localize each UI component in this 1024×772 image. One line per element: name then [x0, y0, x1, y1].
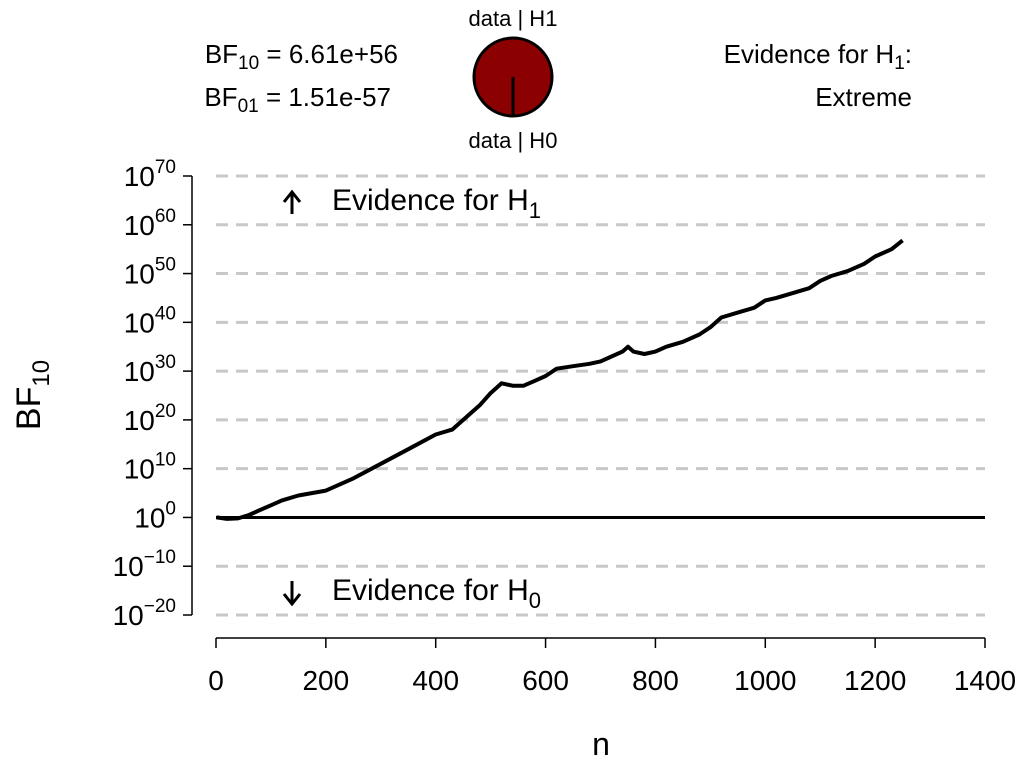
pizza-bottom-label: data | H0 [469, 128, 558, 153]
bf10-label: BF10 = 6.61e+56 [205, 39, 398, 74]
y-axis: 10−20 10−10 100 1010 1020 1030 1040 1050 1060 107… [113, 157, 193, 631]
y-tick-label: 100 [134, 498, 176, 533]
y-tick-label: 1050 [124, 255, 176, 290]
x-tick-label: 0 [208, 665, 224, 696]
pizza-top-label: data | H1 [469, 6, 558, 31]
y-tick-label: 1030 [124, 352, 176, 387]
y-tick-label: 1010 [124, 450, 176, 485]
x-tick-label: 400 [412, 665, 459, 696]
bf01-label: BF01 = 1.51e-57 [204, 82, 391, 117]
y-tick-label: 1020 [124, 401, 176, 436]
x-axis: 0 200 400 600 800 1000 1200 1400 [208, 637, 1016, 696]
y-tick-label: 1070 [124, 157, 176, 192]
y-tick-label: 1040 [124, 303, 176, 338]
y-tick-label: 10−10 [113, 547, 176, 582]
evidence-for-h0-annotation: Evidence for H0 [332, 574, 541, 613]
bf10-series-line [216, 238, 904, 521]
y-axis-title: BF10 [10, 360, 55, 430]
evidence-for-h1-annotation: Evidence for H1 [332, 184, 541, 223]
x-tick-label: 1400 [954, 665, 1016, 696]
arrow-up-icon [282, 189, 302, 214]
x-tick-label: 1200 [844, 665, 906, 696]
x-tick-label: 600 [522, 665, 569, 696]
x-tick-label: 1000 [734, 665, 796, 696]
x-axis-title: n [592, 726, 610, 762]
evidence-title: Evidence for H1: [724, 39, 912, 74]
gridlines [216, 174, 985, 617]
y-tick-label: 10−20 [113, 596, 176, 631]
evidence-category: Extreme [815, 82, 912, 112]
arrow-down-icon [282, 581, 302, 607]
x-tick-label: 200 [302, 665, 349, 696]
y-tick-label: 1060 [124, 206, 176, 241]
x-tick-label: 800 [632, 665, 679, 696]
